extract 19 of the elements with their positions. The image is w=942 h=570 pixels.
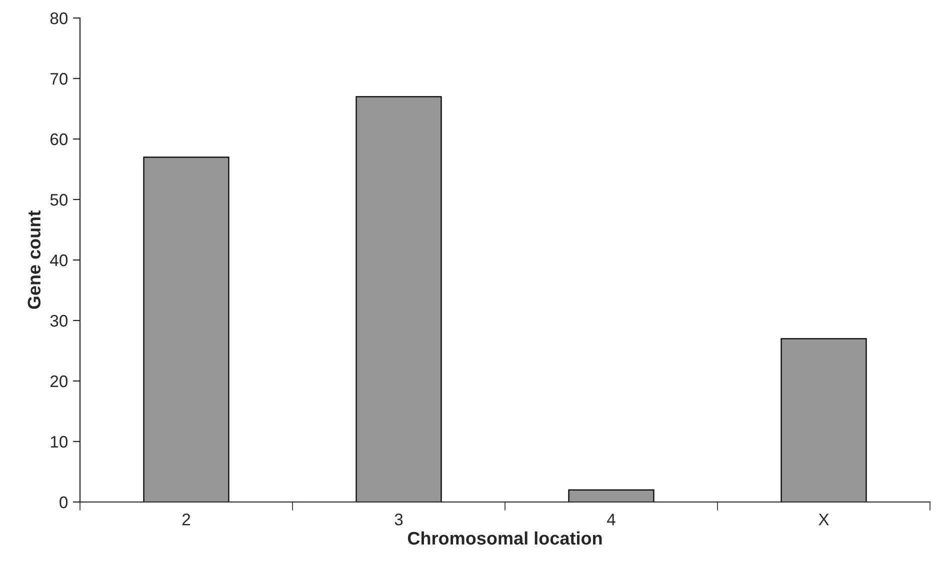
y-tick-label: 0: [60, 496, 68, 508]
bar: [356, 96, 442, 502]
y-tick-label: 70: [50, 72, 68, 85]
y-tick-label: 30: [50, 314, 68, 327]
y-tick-label: 80: [50, 12, 68, 24]
y-tick-label: 10: [50, 436, 68, 448]
y-tick-label: 40: [50, 254, 68, 266]
x-tick-label: 3: [394, 514, 403, 526]
y-tick-label: 60: [50, 133, 68, 146]
y-axis-title: Gene count: [28, 210, 41, 309]
x-tick-label: 2: [182, 514, 190, 526]
y-tick-label: 50: [50, 194, 68, 206]
x-tick-label: X: [818, 514, 829, 526]
x-axis-title: Chromosomal location: [408, 531, 602, 545]
y-tick-label: 20: [50, 375, 68, 388]
bar: [568, 489, 654, 502]
bar: [780, 338, 867, 502]
bar: [143, 156, 230, 502]
x-tick-label: 4: [607, 514, 616, 526]
